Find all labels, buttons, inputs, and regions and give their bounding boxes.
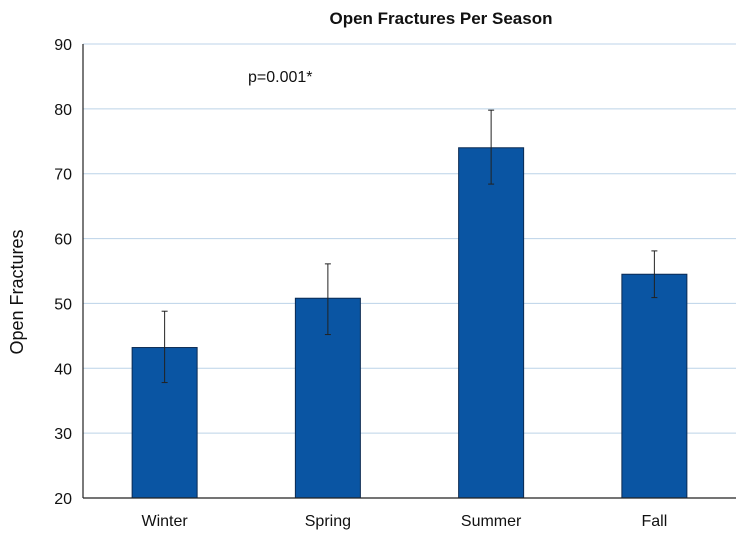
p-value-annotation: p=0.001* <box>248 69 313 86</box>
bar-summer <box>458 147 525 499</box>
y-tick-label: 60 <box>54 232 72 249</box>
y-tick-label: 30 <box>54 426 72 443</box>
y-tick-label: 50 <box>54 296 72 313</box>
y-tick-label: 80 <box>54 102 72 119</box>
error-bars <box>161 109 658 384</box>
bars <box>131 147 688 499</box>
bar-fall <box>621 273 688 499</box>
x-tick-label: Winter <box>142 513 189 530</box>
y-tick-label: 20 <box>54 491 72 508</box>
axes <box>82 44 736 499</box>
y-tick-label: 70 <box>54 167 72 184</box>
y-tick-label: 40 <box>54 361 72 378</box>
x-tick-label: Spring <box>305 513 351 530</box>
chart-title: Open Fractures Per Season <box>330 9 553 28</box>
x-tick-label: Summer <box>461 513 522 530</box>
x-tick-label: Fall <box>641 513 667 530</box>
y-tick-labels: 20 30 40 50 60 70 80 90 <box>54 37 72 508</box>
y-tick-label: 90 <box>54 37 72 54</box>
x-tick-labels: Winter Spring Summer Fall <box>142 513 668 530</box>
y-axis-label: Open Fractures <box>7 229 27 354</box>
